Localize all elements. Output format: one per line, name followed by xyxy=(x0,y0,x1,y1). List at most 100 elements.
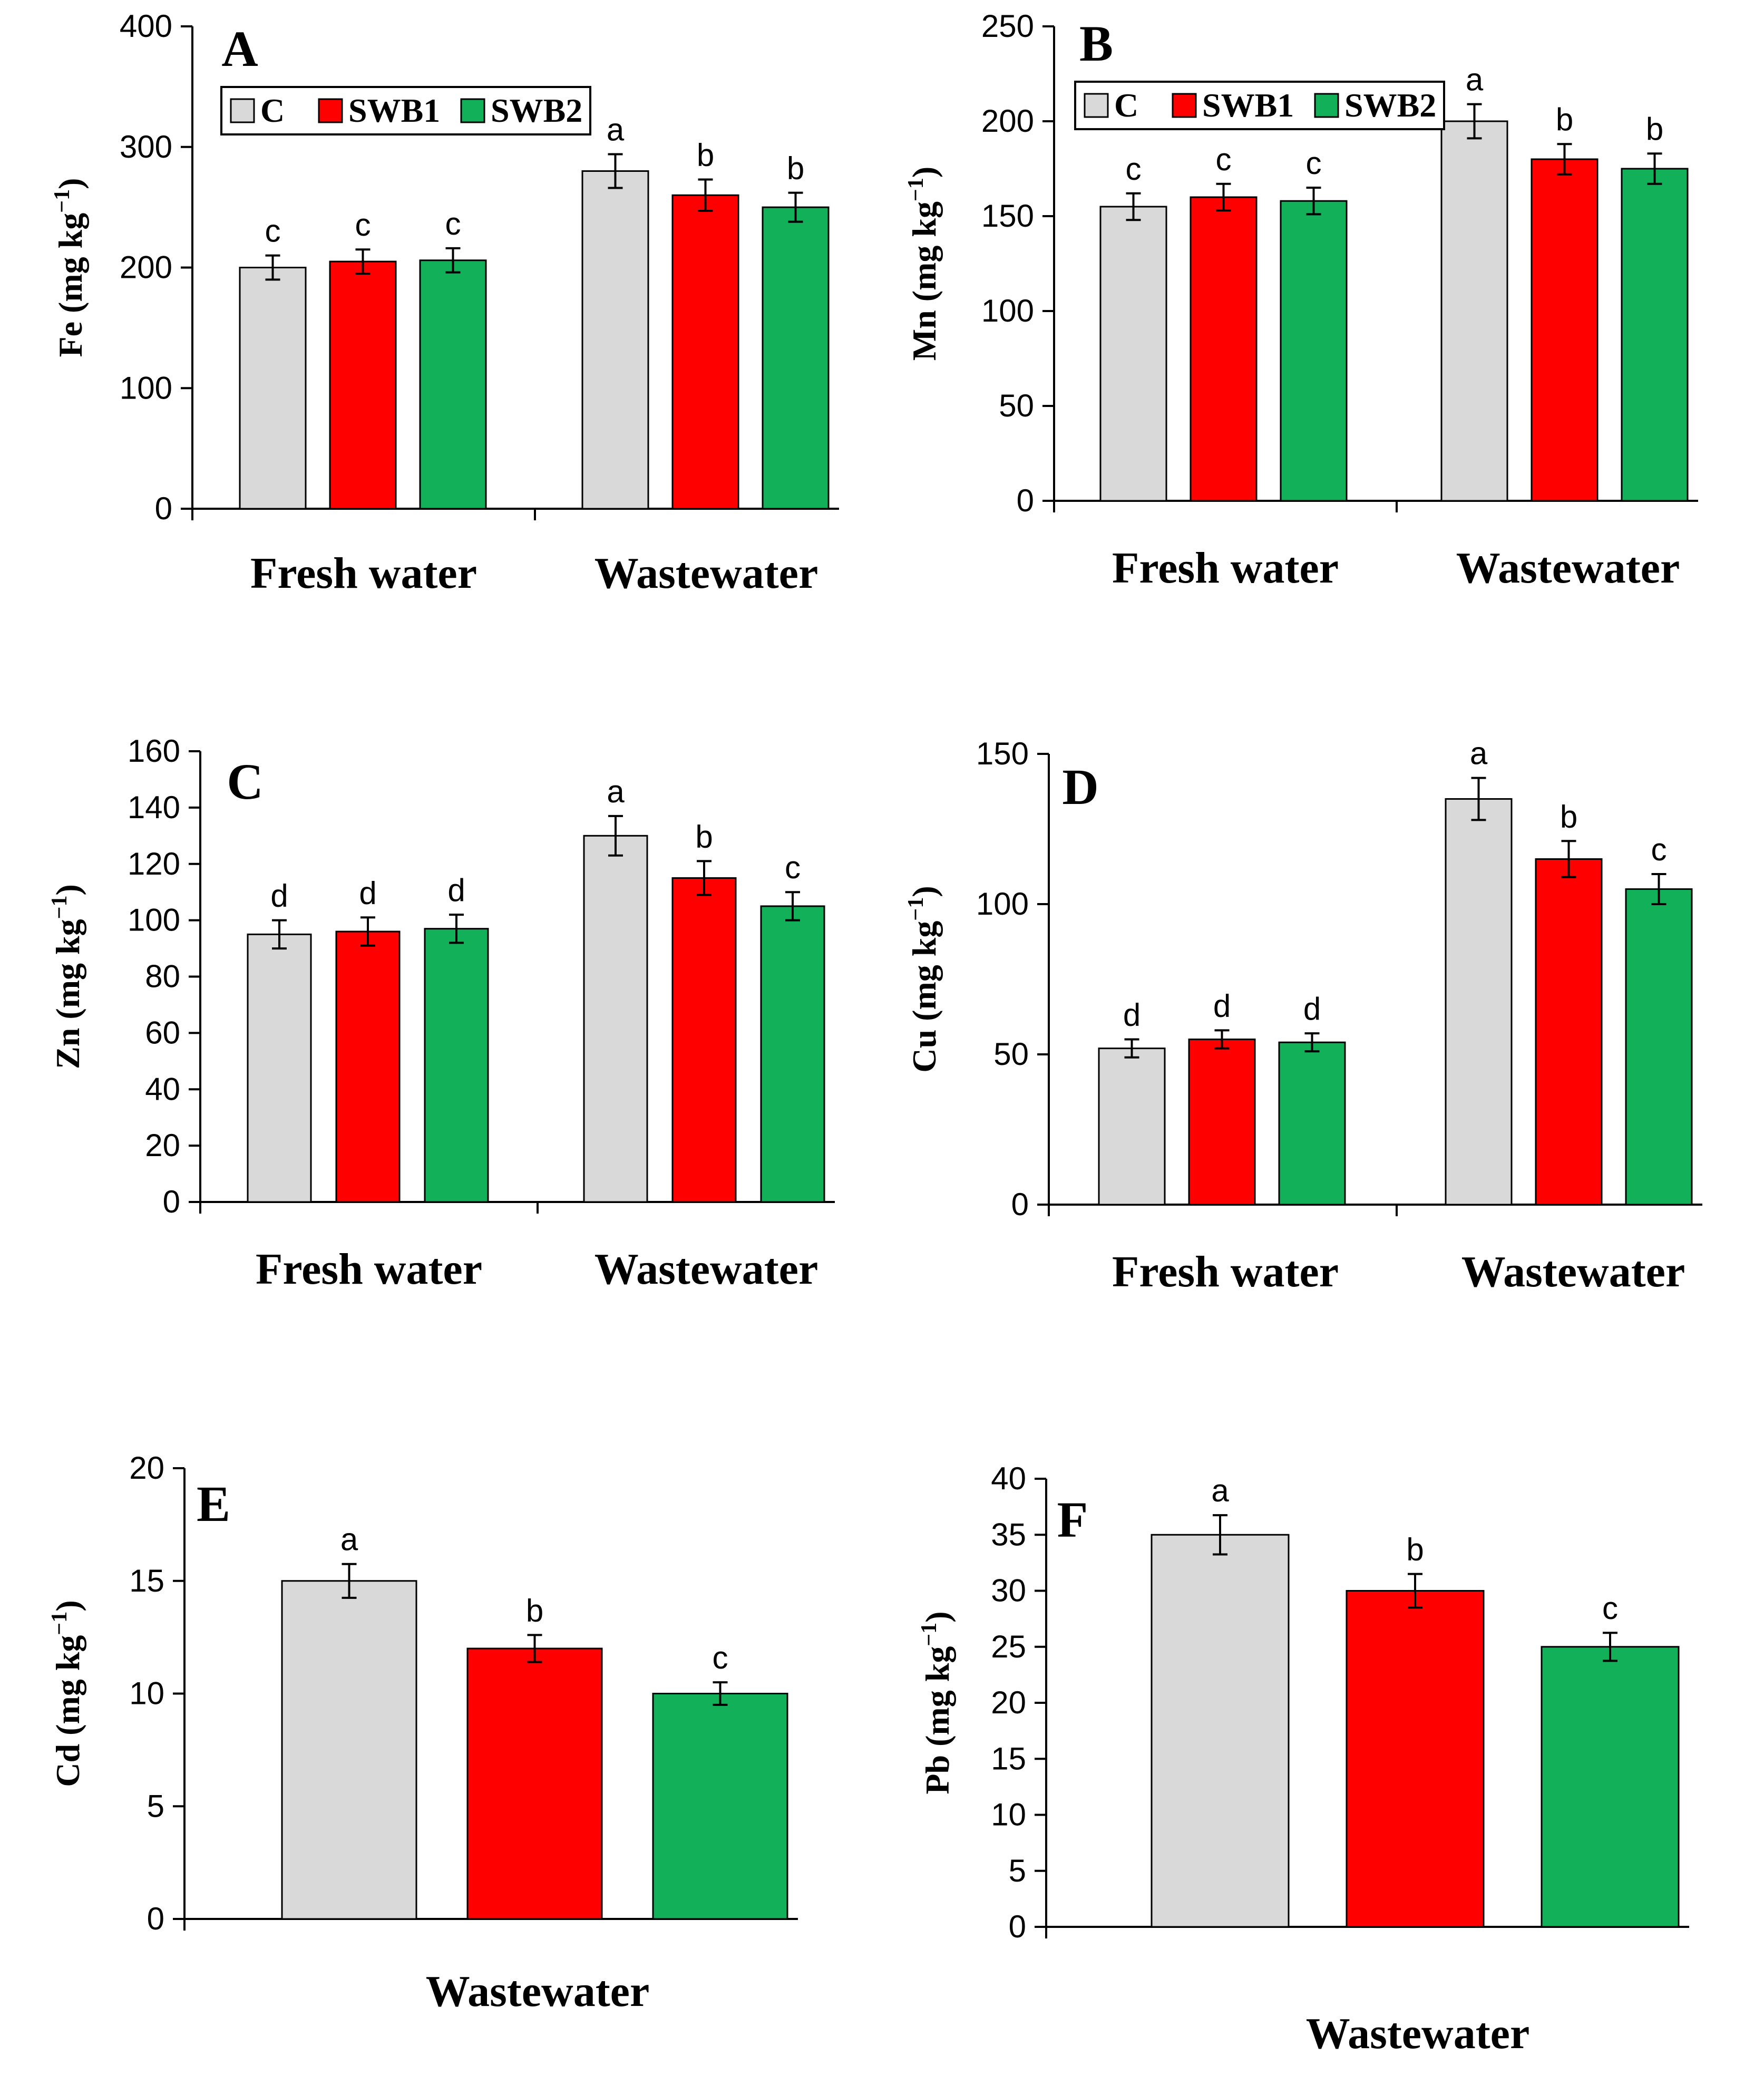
significance-letter: c xyxy=(1306,146,1322,181)
y-tick-label: 10 xyxy=(991,1797,1026,1832)
bar-swb1 xyxy=(1531,158,1599,502)
panel-letter: C xyxy=(227,753,263,810)
significance-letter: c xyxy=(1216,142,1232,177)
y-tick-label: 35 xyxy=(991,1517,1026,1552)
bar-c xyxy=(1099,206,1167,502)
y-tick-label: 15 xyxy=(991,1741,1026,1776)
y-tick-label: 100 xyxy=(120,370,172,405)
significance-letter: b xyxy=(1556,102,1573,137)
y-tick-label: 40 xyxy=(145,1071,180,1107)
bar-c xyxy=(1151,1534,1290,1928)
legend: C SWB1 SWB2 xyxy=(1074,81,1445,130)
x-category-label: Fresh water xyxy=(1112,544,1339,593)
significance-letter: b xyxy=(1406,1532,1424,1567)
panel-f: 0 5 10 15 20 25 30 35 40 a b c Wastewater Pb (mg kg−1… xyxy=(917,1461,1689,2058)
y-tick-label: 80 xyxy=(145,959,180,994)
legend-swatch-swb2 xyxy=(460,98,485,123)
bar-swb2 xyxy=(1625,888,1693,1206)
panel-d: 0 50 100 150 d d d Fresh water a b c Wastewater Cu (… xyxy=(904,736,1702,1296)
y-tick-label: 400 xyxy=(120,8,172,44)
significance-letter: d xyxy=(270,878,288,914)
significance-letter: b xyxy=(1646,111,1663,147)
panel-e: 0 5 10 15 20 a b c Wastewater Cd (mg kg−1) E xyxy=(47,1450,798,2016)
significance-letter: c xyxy=(355,207,371,243)
y-tick-label: 250 xyxy=(981,8,1034,44)
legend-label-swb2: SWB2 xyxy=(491,92,582,129)
significance-letter: d xyxy=(1213,988,1231,1023)
y-tick-label: 0 xyxy=(147,1901,164,1936)
x-category-label: Wastewater xyxy=(595,549,818,598)
significance-letter: c xyxy=(445,206,461,241)
y-tick-label: 100 xyxy=(981,293,1034,328)
legend-label-swb1: SWB1 xyxy=(1202,86,1294,124)
significance-letter: a xyxy=(607,112,625,147)
y-tick-label: 20 xyxy=(145,1128,180,1163)
bar-swb1 xyxy=(671,194,739,510)
x-category-label: Wastewater xyxy=(426,1967,650,2016)
bar-swb1 xyxy=(1346,1590,1485,1928)
significance-letter: d xyxy=(447,872,465,908)
legend-box xyxy=(1074,81,1445,130)
significance-letter: a xyxy=(1470,736,1488,771)
significance-letter: a xyxy=(607,774,625,809)
bar-c xyxy=(239,267,307,510)
bar-swb2 xyxy=(1621,168,1689,502)
y-axis-label: Mn (mg kg−1) xyxy=(904,167,943,361)
significance-letter: c xyxy=(1651,832,1667,867)
significance-letter: c xyxy=(785,850,801,885)
legend-swatch-swb1 xyxy=(318,98,343,123)
x-category-label: Fresh water xyxy=(1112,1247,1339,1296)
significance-letter: b xyxy=(526,1593,543,1628)
legend-label-c: C xyxy=(1114,86,1138,124)
y-tick-label: 200 xyxy=(981,103,1034,139)
x-category-label: Wastewater xyxy=(1461,1247,1685,1296)
legend-swatch-c xyxy=(230,98,255,123)
y-tick-label: 15 xyxy=(129,1563,164,1598)
significance-letter: a xyxy=(1466,62,1484,98)
significance-letter: c xyxy=(1126,151,1142,187)
y-tick-label: 100 xyxy=(976,886,1029,922)
legend-label-c: C xyxy=(260,92,285,129)
y-tick-label: 0 xyxy=(1011,1187,1029,1222)
bar-c xyxy=(1445,798,1513,1206)
panel-letter: E xyxy=(197,1476,230,1532)
bar-swb2 xyxy=(1541,1646,1680,1928)
bar-swb2 xyxy=(1280,200,1348,502)
bar-c xyxy=(247,933,312,1203)
x-category-label: Wastewater xyxy=(1306,2009,1530,2058)
bar-c xyxy=(581,170,649,510)
y-axis-label: Zn (mg kg−1) xyxy=(47,884,86,1069)
significance-letter: c xyxy=(1602,1591,1618,1626)
significance-letter: b xyxy=(695,819,713,854)
y-tick-label: 5 xyxy=(147,1788,164,1824)
y-tick-label: 20 xyxy=(991,1685,1026,1720)
legend: C SWB1 SWB2 xyxy=(220,86,591,135)
y-tick-label: 0 xyxy=(1017,483,1034,518)
y-tick-label: 160 xyxy=(128,733,180,769)
legend-label-swb2: SWB2 xyxy=(1344,86,1436,124)
legend-swatch-swb2 xyxy=(1314,93,1339,118)
y-tick-label: 150 xyxy=(981,198,1034,234)
y-axis-label: Cu (mg kg−1) xyxy=(904,886,943,1072)
legend-box xyxy=(220,86,591,135)
bar-swb2 xyxy=(652,1693,788,1920)
bar-swb1 xyxy=(466,1647,603,1920)
y-tick-label: 0 xyxy=(155,491,172,526)
bar-swb1 xyxy=(671,877,737,1203)
bar-c xyxy=(1098,1048,1166,1206)
panel-b: 0 50 100 150 200 250 c c c Fresh water a b b Wastewat… xyxy=(904,8,1698,593)
y-axis-label: Pb (mg kg−1) xyxy=(917,1611,956,1794)
y-tick-label: 60 xyxy=(145,1015,180,1050)
y-axis-label: Cd (mg kg−1) xyxy=(47,1600,86,1787)
bar-swb1 xyxy=(1188,1039,1256,1206)
y-tick-label: 0 xyxy=(163,1184,180,1219)
significance-letter: d xyxy=(359,875,376,910)
y-axis-label: Fe (mg kg−1) xyxy=(50,178,89,357)
x-category-label: Wastewater xyxy=(595,1245,818,1294)
legend-swatch-swb1 xyxy=(1172,93,1197,118)
significance-letter: d xyxy=(1303,991,1321,1026)
bar-swb2 xyxy=(760,905,825,1203)
bar-c xyxy=(281,1580,417,1920)
bar-c xyxy=(583,835,648,1203)
